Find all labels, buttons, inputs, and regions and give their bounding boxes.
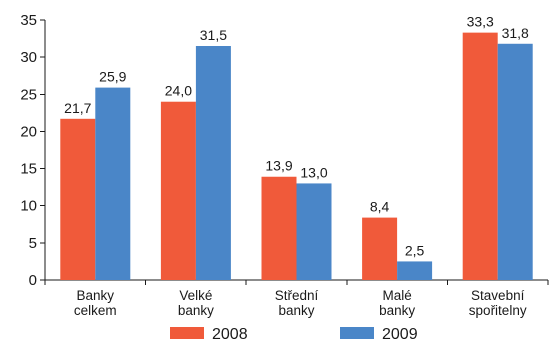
x-category-label: Stavební [471, 288, 525, 303]
x-category-label: Velké [179, 288, 212, 303]
x-category-label: Banky [77, 288, 115, 303]
bar-2008 [60, 118, 96, 280]
bar-2008 [462, 32, 498, 280]
legend-swatch-2008 [170, 327, 204, 339]
bar-2009 [195, 46, 231, 280]
data-label: 31,5 [200, 27, 227, 43]
data-label: 25,9 [99, 69, 126, 85]
bar-2008 [261, 176, 297, 280]
y-tick-label: 0 [29, 272, 37, 289]
y-tick-label: 20 [20, 123, 37, 140]
x-category-label: banky [278, 303, 314, 318]
bar-2009 [397, 261, 433, 280]
x-category-label: spořitelny [469, 303, 527, 318]
data-label: 33,3 [467, 14, 494, 30]
legend-label: 2009 [382, 326, 418, 343]
data-label: 13,9 [265, 158, 292, 174]
data-label: 24,0 [165, 83, 192, 99]
y-tick-label: 30 [20, 49, 37, 66]
bar-2008 [160, 101, 196, 280]
x-category-label: banky [379, 303, 415, 318]
bar-2008 [362, 217, 398, 280]
bar-2009 [95, 87, 131, 280]
data-label: 21,7 [64, 100, 91, 116]
y-tick-label: 10 [20, 198, 37, 215]
x-category-label: Střední [275, 288, 319, 303]
data-label: 31,8 [502, 25, 529, 41]
x-category-label: celkem [74, 303, 117, 318]
legend-label: 2008 [212, 326, 248, 343]
y-tick-label: 35 [20, 12, 37, 29]
y-tick-label: 15 [20, 161, 37, 178]
bar-2009 [497, 43, 533, 281]
y-tick-label: 5 [29, 235, 37, 252]
x-category-label: Malé [382, 288, 411, 303]
legend-swatch-2009 [340, 327, 374, 339]
bar-2009 [296, 183, 332, 280]
data-label: 13,0 [300, 164, 327, 180]
x-category-label: banky [178, 303, 214, 318]
data-label: 2,5 [405, 242, 425, 258]
data-label: 8,4 [370, 199, 390, 215]
y-tick-label: 25 [20, 86, 37, 103]
